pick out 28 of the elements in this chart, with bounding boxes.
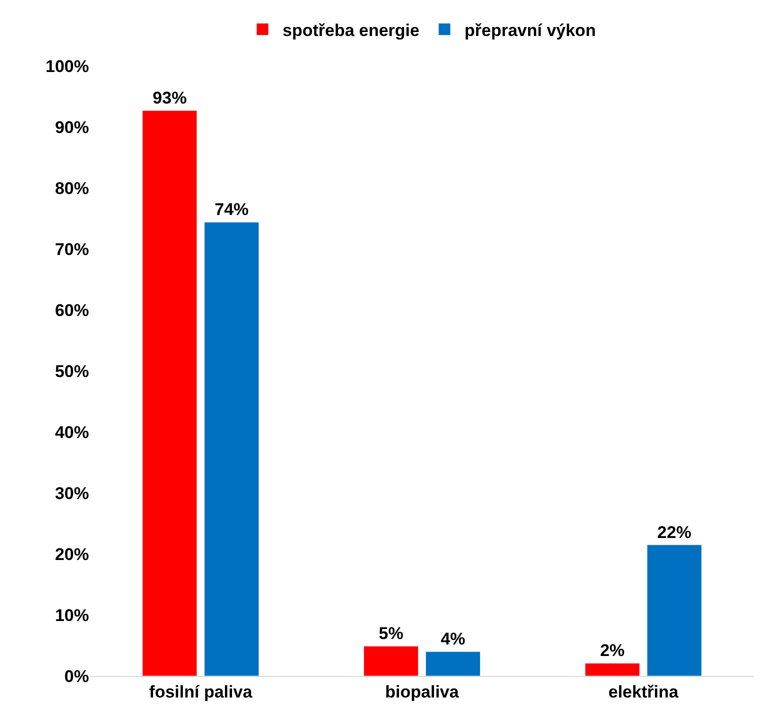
bar	[142, 110, 198, 676]
y-tick-label: 20%	[54, 544, 89, 564]
y-tick-label: 80%	[54, 178, 89, 198]
y-tick-label: 90%	[54, 118, 89, 137]
y-tick-label: 0%	[64, 666, 89, 686]
bar	[204, 222, 260, 676]
legend-label: spotřeba energie	[282, 20, 420, 40]
data-label: 93%	[152, 88, 187, 108]
x-tick-label: biopaliva	[385, 682, 460, 702]
x-tick-label: elektřina	[608, 682, 679, 702]
data-label: 5%	[378, 624, 404, 644]
y-tick-label: 30%	[54, 484, 89, 503]
data-label: 74%	[214, 200, 249, 220]
y-tick-label: 50%	[54, 362, 89, 381]
bar	[425, 651, 480, 676]
y-tick-label: 60%	[54, 300, 89, 320]
data-label: 4%	[440, 630, 466, 649]
bar	[646, 544, 702, 676]
data-label: 22%	[657, 522, 692, 542]
y-tick-label: 40%	[54, 422, 89, 442]
y-tick-label: 100%	[46, 56, 89, 76]
y-tick-label: 70%	[54, 240, 89, 259]
legend-label: přepravní výkon	[464, 20, 596, 40]
data-label: 2%	[600, 641, 625, 660]
bar	[364, 646, 419, 676]
y-tick-label: 10%	[54, 606, 89, 625]
x-tick-label: fosilní paliva	[149, 682, 253, 702]
bar	[584, 662, 640, 676]
